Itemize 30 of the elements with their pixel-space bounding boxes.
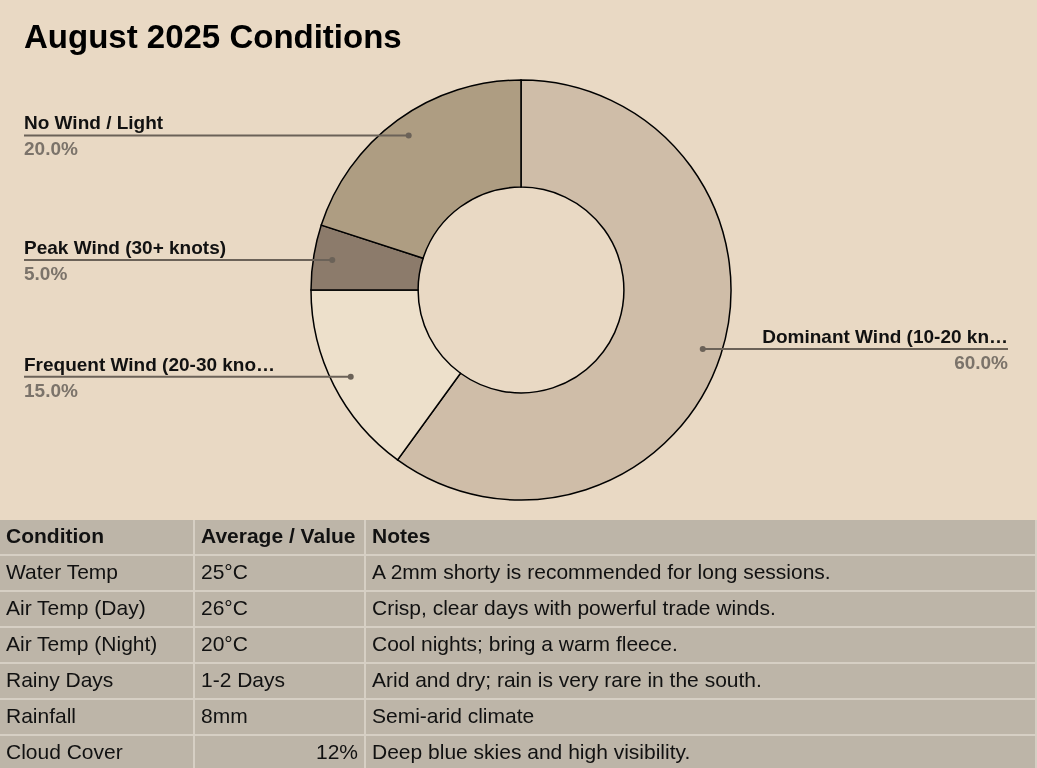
slice-label: Peak Wind (30+ knots)	[24, 237, 227, 259]
slice-label: Frequent Wind (20-30 kno…	[24, 353, 276, 375]
category-label: Condition	[0, 520, 195, 556]
text: 1-2 Days	[201, 668, 286, 691]
data-label: 60.0%	[954, 352, 1009, 374]
category-label: Average / Value	[195, 520, 366, 556]
text: Rainy Days	[6, 668, 114, 691]
text: 25°C	[201, 560, 248, 583]
text: Crisp, clear days with powerful trade winds.	[372, 596, 776, 619]
data-label: 15.0%	[24, 379, 78, 401]
text: Water Temp	[6, 560, 119, 583]
text: Arid and dry; rain is very rare in the south.	[372, 668, 762, 691]
data-label: 20.0%	[24, 138, 78, 160]
category-label: Notes	[366, 520, 1037, 556]
text: 8mm	[201, 704, 248, 727]
data-label: 5.0%	[24, 263, 68, 285]
text: Semi-arid climate	[372, 704, 535, 727]
text: A 2mm shorty is recommended for long sessions.	[372, 560, 831, 583]
text: Air Temp (Day)	[6, 596, 146, 619]
text: 20°C	[201, 632, 248, 655]
text: Cloud Cover	[6, 740, 123, 763]
text: Deep blue skies and high visibility.	[372, 740, 691, 763]
text: Cool nights; bring a warm fleece.	[372, 632, 678, 655]
slice-label: No Wind / Light	[24, 112, 164, 134]
slice-label: Dominant Wind (10-20 kn…	[762, 326, 1008, 348]
text: 12%	[315, 740, 358, 763]
chart-title: August 2025 Conditions	[24, 18, 402, 56]
text: Air Temp (Night)	[6, 632, 158, 655]
text: Rainfall	[6, 704, 77, 727]
text: 26°C	[201, 596, 248, 619]
